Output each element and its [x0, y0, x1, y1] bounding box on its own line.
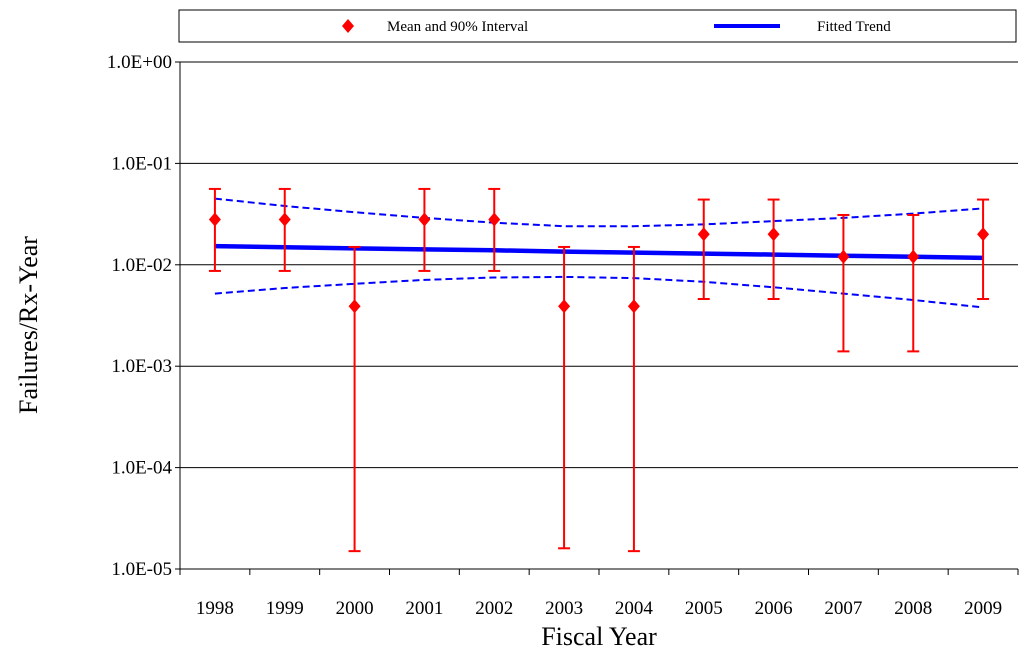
fitted-trend — [214, 243, 984, 261]
trend-upper-band — [214, 197, 984, 228]
mean-marker-2004 — [627, 299, 640, 314]
mean-marker-2006 — [767, 227, 780, 242]
legend-label-mean: Mean and 90% Interval — [387, 19, 528, 35]
y-axis-ticks: 1.0E+00 1.0E-01 1.0E-02 1.0E-03 1.0E-04 1.0E-… — [107, 52, 180, 580]
x-tick-label-2005: 2005 — [685, 598, 723, 619]
x-tick-label-2002: 2002 — [475, 598, 513, 619]
x-axis-title: Fiscal Year — [541, 622, 657, 651]
mean-marker-2009 — [977, 227, 990, 242]
y-tick-label-4: 1.0E-04 — [111, 458, 172, 479]
mean-marker-2007 — [837, 249, 850, 264]
mean-marker-2003 — [558, 299, 571, 314]
mean-markers — [208, 212, 990, 314]
y-tick-label-0: 1.0E+00 — [107, 52, 172, 73]
mean-marker-2008 — [907, 249, 920, 264]
plot-area — [180, 62, 1018, 569]
mean-marker-2000 — [348, 299, 361, 314]
x-tick-label-2004: 2004 — [615, 598, 654, 619]
x-tick-label-2007: 2007 — [824, 598, 862, 619]
x-tick-label-2003: 2003 — [545, 598, 583, 619]
x-tick-label-2006: 2006 — [755, 598, 793, 619]
x-tick-label-2000: 2000 — [336, 598, 374, 619]
y-tick-label-5: 1.0E-05 — [111, 559, 172, 580]
legend-label-trend: Fitted Trend — [817, 19, 891, 35]
fitted-trend-line — [214, 243, 984, 261]
y-tick-label-3: 1.0E-03 — [111, 356, 172, 377]
mean-marker-1998 — [208, 212, 221, 227]
mean-marker-2002 — [488, 212, 501, 227]
y-axis-title: Failures/Rx-Year — [14, 236, 43, 414]
mean-marker-2001 — [418, 212, 431, 227]
legend-diamond-marker — [342, 19, 354, 33]
x-tick-label-1998: 1998 — [196, 598, 234, 619]
mean-marker-2005 — [697, 227, 710, 242]
legend-box — [178, 9, 1017, 43]
x-tick-label-2009: 2009 — [964, 598, 1002, 619]
mean-marker-1999 — [278, 212, 291, 227]
trend-bands — [214, 197, 984, 309]
error-bars — [208, 187, 990, 553]
trend-lower-band — [214, 275, 984, 309]
x-tick-label-2008: 2008 — [894, 598, 932, 619]
x-axis-ticks: 1998 1999 2000 2001 2002 2003 2004 2005 2006 2007… — [179, 569, 1019, 619]
y-tick-label-1: 1.0E-01 — [111, 153, 172, 174]
y-tick-label-2: 1.0E-02 — [111, 255, 172, 276]
x-tick-label-2001: 2001 — [405, 598, 443, 619]
x-tick-label-1999: 1999 — [266, 598, 304, 619]
